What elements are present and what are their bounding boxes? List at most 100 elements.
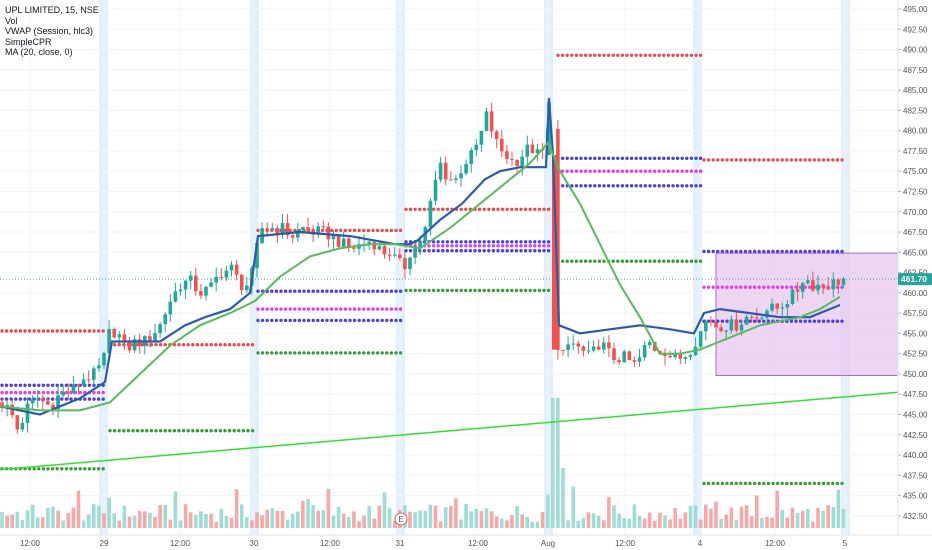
cpr-dot [394, 351, 398, 355]
cpr-dot [18, 329, 23, 333]
cpr-dot [380, 318, 384, 323]
cpr-dot [657, 53, 661, 57]
cpr-dot [204, 429, 209, 433]
legend-item-vol[interactable]: Vol [5, 15, 18, 26]
cpr-dot [785, 158, 789, 162]
candle-body [418, 241, 422, 247]
cpr-dot [427, 288, 431, 293]
candle-body [178, 289, 183, 292]
cpr-dot [639, 156, 643, 160]
cpr-dot [620, 184, 625, 188]
volume-bar [760, 517, 764, 528]
cpr-dot [496, 244, 500, 248]
cpr-dot [620, 53, 625, 57]
volume-bar [117, 520, 122, 528]
cpr-dot [689, 53, 694, 57]
time-tick-label: 12:00 [320, 539, 341, 548]
volume-bar [229, 517, 234, 528]
cpr-dot [18, 383, 23, 387]
cpr-dot [279, 351, 283, 355]
cpr-dot [748, 319, 752, 323]
cpr-dot [748, 249, 752, 254]
cpr-dot [454, 240, 459, 244]
cpr-dot [491, 288, 496, 293]
earnings-marker[interactable]: E [394, 512, 408, 526]
cpr-dot [762, 285, 766, 289]
cpr-dot [422, 288, 427, 293]
volume-bar [306, 499, 310, 528]
cpr-dot [441, 240, 445, 244]
cpr-dot [798, 158, 803, 162]
volume-bar [260, 515, 264, 528]
legend-item-simplecpr[interactable]: SimpleCPR [5, 36, 52, 47]
candle-body [61, 391, 65, 396]
candle-body [775, 303, 779, 309]
cpr-dot [671, 184, 675, 188]
cpr-dot [96, 329, 101, 333]
volume-bar [423, 510, 428, 528]
cpr-dot [794, 249, 798, 254]
cpr-dot [78, 467, 82, 471]
cpr-dot [757, 481, 761, 486]
volume-bar [25, 510, 30, 528]
cpr-dot [339, 351, 343, 355]
cpr-dot [702, 158, 706, 162]
cpr-dot [302, 307, 306, 311]
legend-item-vwap[interactable]: VWAP (Session, hlc3) [5, 26, 94, 36]
candle-body [408, 257, 412, 270]
cpr-dot [643, 156, 648, 160]
cpr-dot [339, 228, 343, 233]
cpr-dot [698, 53, 703, 57]
volume-bar [525, 516, 530, 528]
volume-bar [566, 520, 570, 528]
cpr-dot [445, 240, 450, 244]
cpr-dot [389, 307, 394, 311]
legend-title[interactable]: UPL LIMITED, 15, NSE [5, 5, 99, 15]
price-tick-label: 487.50 [903, 66, 928, 75]
cpr-dot [362, 307, 366, 311]
cpr-dot [771, 285, 775, 289]
cpr-dot [748, 481, 752, 486]
cpr-dot [218, 343, 223, 347]
cpr-dot [274, 289, 279, 293]
cpr-dot [83, 467, 87, 471]
cpr-dot [643, 184, 648, 188]
cpr-dot [339, 289, 343, 293]
price-tick-label: 447.50 [903, 390, 928, 399]
candle-body [285, 223, 290, 236]
cpr-dot [445, 249, 450, 253]
candle-body [688, 355, 693, 358]
candle-body [561, 349, 565, 351]
cpr-dot [50, 467, 55, 471]
candle-body [530, 144, 535, 154]
candle-body [71, 384, 76, 393]
legend-item-ma[interactable]: MA (20, close, 0) [5, 47, 73, 57]
cpr-dot [798, 319, 803, 323]
cpr-dot [87, 467, 92, 471]
volume-bar [749, 516, 754, 528]
cpr-dot [473, 249, 477, 253]
time-axis[interactable]: 12:00 29 12:00 30 12:00 31 12:00 Aug 12:00 4 12:00… [0, 534, 932, 548]
cpr-dot [450, 244, 454, 248]
cpr-dot [680, 184, 684, 188]
cpr-dot [616, 169, 620, 173]
cpr-dot [398, 351, 403, 355]
price-axis[interactable]: 432.50 435.00 437.50 440.00 442.50 445.00 447.… [897, 0, 932, 535]
cpr-dot [279, 318, 283, 323]
candle-body [596, 346, 601, 350]
cpr-dot [639, 53, 643, 57]
volume-bar [76, 490, 81, 528]
cpr-dot [808, 481, 812, 486]
volume-bar [596, 515, 601, 528]
volume-bar [806, 508, 810, 528]
volume-bar [311, 505, 315, 528]
cpr-dot [821, 249, 826, 254]
cpr-dot [666, 156, 671, 160]
cpr-dot [528, 288, 532, 293]
cpr-dot [477, 249, 482, 253]
volume-bar [280, 510, 285, 528]
vwap-line [0, 98, 841, 416]
cpr-dot [362, 228, 366, 233]
time-tick-label: 12:00 [765, 539, 786, 548]
